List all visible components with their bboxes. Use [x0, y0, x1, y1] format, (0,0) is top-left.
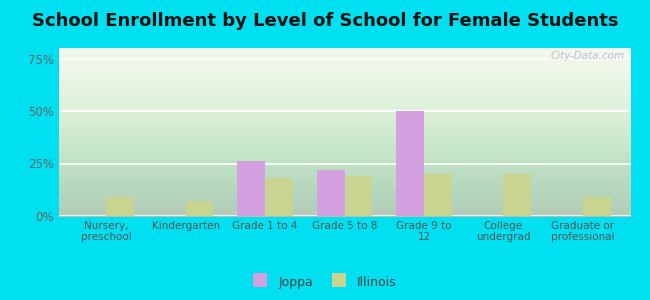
Bar — [237, 161, 265, 216]
Bar — [583, 197, 610, 216]
Legend: Joppa, Illinois: Joppa, Illinois — [248, 271, 402, 294]
Bar — [317, 170, 345, 216]
Bar — [186, 201, 213, 216]
Text: School Enrollment by Level of School for Female Students: School Enrollment by Level of School for… — [32, 12, 618, 30]
Text: City-Data.com: City-Data.com — [551, 51, 625, 62]
Bar — [344, 176, 372, 216]
Bar — [265, 178, 293, 216]
Bar — [106, 197, 134, 216]
Bar — [424, 174, 452, 216]
Bar — [503, 174, 531, 216]
Bar — [396, 111, 424, 216]
